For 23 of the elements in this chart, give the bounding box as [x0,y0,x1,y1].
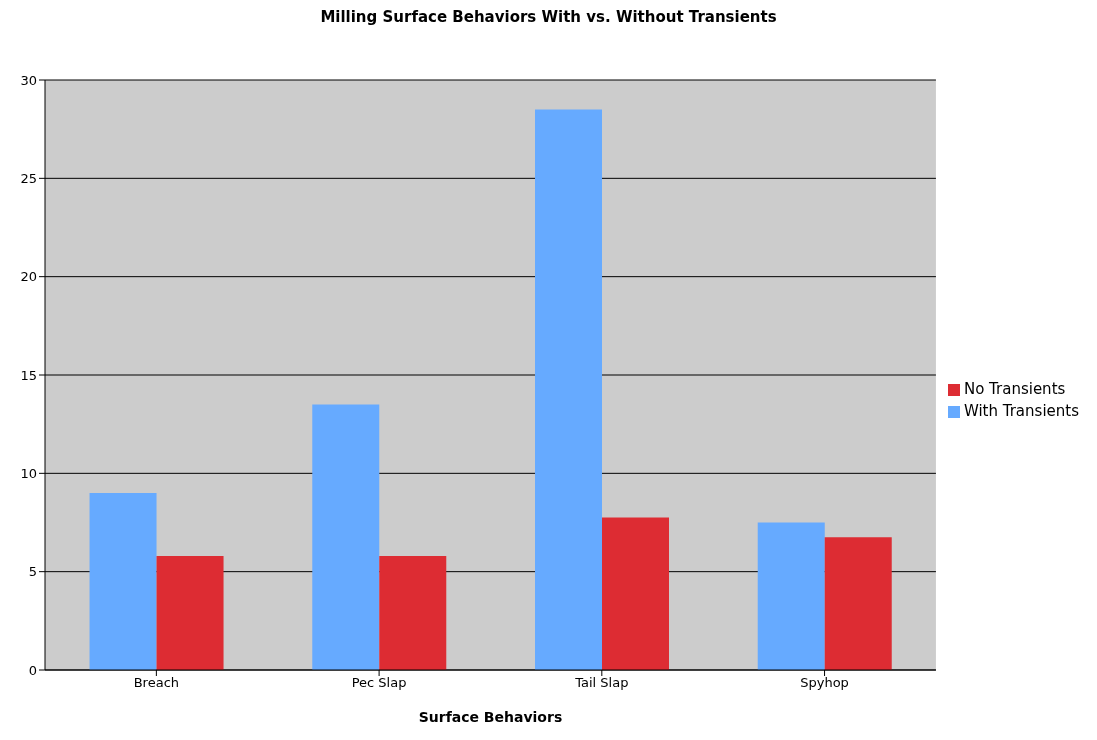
y-tick-label: 15 [20,367,37,383]
y-tick-label: 25 [20,170,37,186]
chart-title: Milling Surface Behaviors With vs. Without Transients [319,8,778,28]
x-tick-label: Spyhop [800,675,849,691]
bar [757,522,825,670]
y-tick-label: 0 [28,662,37,678]
bar [379,555,447,670]
x-axis-title: Surface Behaviors [418,709,563,725]
x-tick-label: Pec Slap [351,675,407,691]
bar [156,555,224,670]
bar [312,404,380,670]
legend-label: With Transients [963,402,1079,420]
bar [535,109,603,670]
bar [89,493,157,670]
bar [602,517,670,670]
legend-label: No Transients [963,380,1066,398]
y-tick-label: 30 [20,72,37,88]
bar [824,537,892,670]
y-tick-label: 5 [28,564,37,580]
x-tick-label: Tail Slap [574,675,629,691]
x-tick-label: Breach [133,675,180,691]
y-tick-label: 20 [20,269,37,285]
y-tick-label: 10 [20,465,37,481]
